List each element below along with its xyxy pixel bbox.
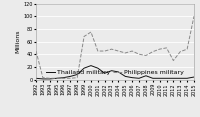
Thailand military [90, 65, 92, 66]
Philippines military [55, 78, 58, 79]
Philippines military [145, 55, 147, 56]
Philippines military [152, 51, 154, 52]
Philippines military [124, 52, 127, 54]
Philippines military [117, 50, 120, 52]
Y-axis label: Millions: Millions [15, 30, 20, 53]
Philippines military [131, 50, 133, 52]
Thailand military [110, 70, 113, 71]
Philippines military [90, 31, 92, 33]
Philippines military [62, 78, 65, 79]
Line: Thailand military: Thailand military [36, 66, 194, 79]
Thailand military [49, 78, 51, 80]
Philippines military [69, 78, 72, 79]
Philippines military [193, 15, 195, 17]
Thailand military [103, 73, 106, 74]
Thailand military [35, 78, 37, 79]
Thailand military [97, 67, 99, 69]
Philippines military [35, 50, 37, 52]
Thailand military [69, 76, 72, 77]
Philippines military [103, 50, 106, 52]
Philippines military [97, 50, 99, 52]
Line: Philippines military: Philippines military [36, 16, 194, 78]
Thailand military [138, 78, 140, 79]
Legend: Thailand military, Philippines military: Thailand military, Philippines military [43, 68, 187, 78]
Philippines military [49, 78, 51, 79]
Philippines military [158, 48, 161, 50]
Philippines military [165, 47, 168, 49]
Thailand military [62, 77, 65, 78]
Philippines military [76, 77, 78, 78]
Philippines military [172, 60, 175, 61]
Thailand military [55, 78, 58, 79]
Thailand military [83, 67, 85, 69]
Philippines military [138, 53, 140, 55]
Thailand military [124, 76, 127, 77]
Thailand military [76, 74, 78, 75]
Philippines military [83, 36, 85, 37]
Thailand military [165, 78, 168, 79]
Philippines military [186, 48, 188, 50]
Philippines military [110, 48, 113, 50]
Thailand military [131, 77, 133, 78]
Thailand military [158, 78, 161, 79]
Thailand military [152, 78, 154, 79]
Philippines military [42, 77, 44, 78]
Thailand military [42, 78, 44, 80]
Thailand military [186, 78, 188, 79]
Thailand military [117, 71, 120, 73]
Philippines military [179, 51, 181, 52]
Thailand military [145, 75, 147, 77]
Thailand military [172, 78, 175, 79]
Thailand military [179, 78, 181, 79]
Thailand military [193, 76, 195, 78]
